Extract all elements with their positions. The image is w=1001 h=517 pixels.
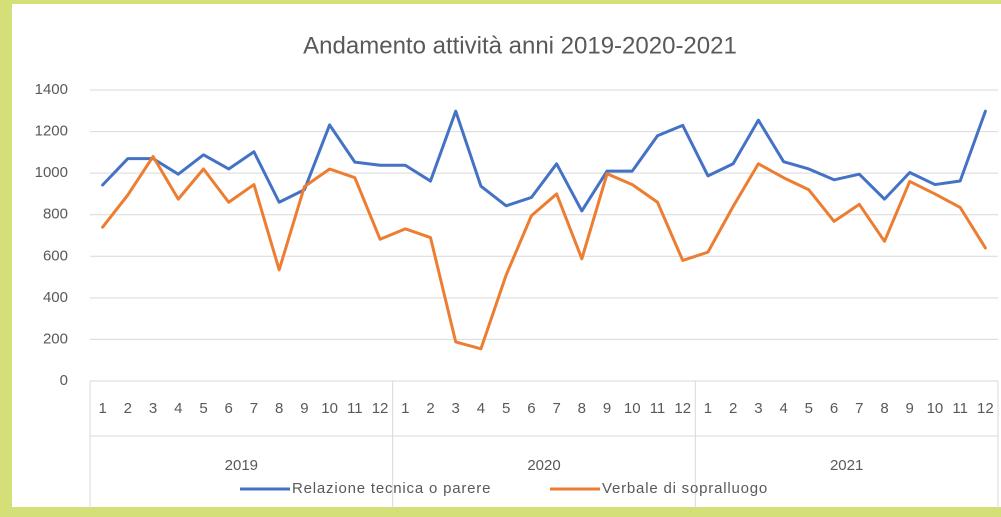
x-tick-label: 12 bbox=[674, 400, 691, 417]
x-tick-label: 9 bbox=[300, 400, 308, 417]
chart-title: Andamento attività anni 2019-2020-2021 bbox=[303, 32, 737, 59]
x-tick-label: 1 bbox=[98, 400, 106, 417]
y-tick-label: 1200 bbox=[35, 123, 68, 140]
x-tick-label: 2 bbox=[124, 400, 132, 417]
x-tick-label: 6 bbox=[830, 400, 838, 417]
x-tick-label: 10 bbox=[321, 400, 338, 417]
legend-label: Verbale di sopralluogo bbox=[602, 480, 768, 497]
group-label: 2021 bbox=[830, 457, 863, 474]
x-tick-label: 2 bbox=[426, 400, 434, 417]
x-tick-label: 7 bbox=[250, 400, 258, 417]
x-tick-label: 8 bbox=[578, 400, 586, 417]
x-tick-label: 4 bbox=[174, 400, 182, 417]
x-tick-label: 7 bbox=[855, 400, 863, 417]
x-tick-label: 2 bbox=[729, 400, 737, 417]
x-tick-label: 7 bbox=[552, 400, 560, 417]
x-tick-label: 10 bbox=[927, 400, 944, 417]
group-label: 2019 bbox=[225, 457, 258, 474]
x-tick-label: 8 bbox=[275, 400, 283, 417]
x-tick-label: 1 bbox=[401, 400, 409, 417]
x-tick-label: 11 bbox=[347, 400, 363, 417]
x-tick-label: 4 bbox=[779, 400, 787, 417]
y-tick-label: 800 bbox=[43, 206, 68, 223]
x-tick-label: 11 bbox=[650, 400, 666, 417]
x-tick-label: 4 bbox=[477, 400, 485, 417]
y-tick-label: 400 bbox=[43, 289, 68, 306]
legend-label: Relazione tecnica o parere bbox=[292, 480, 491, 497]
x-tick-label: 8 bbox=[880, 400, 888, 417]
x-tick-label: 6 bbox=[527, 400, 535, 417]
y-tick-label: 200 bbox=[43, 330, 68, 347]
x-tick-label: 9 bbox=[906, 400, 914, 417]
group-label: 2020 bbox=[527, 457, 560, 474]
x-tick-label: 5 bbox=[502, 400, 510, 417]
chart-area bbox=[12, 4, 1001, 507]
y-tick-label: 0 bbox=[60, 372, 68, 389]
line-series bbox=[101, 109, 987, 213]
line-series bbox=[101, 155, 987, 351]
x-tick-label: 12 bbox=[977, 400, 994, 417]
x-tick-label: 9 bbox=[603, 400, 611, 417]
x-tick-label: 10 bbox=[624, 400, 641, 417]
x-tick-label: 3 bbox=[452, 400, 460, 417]
x-tick-label: 5 bbox=[199, 400, 207, 417]
x-tick-label: 5 bbox=[805, 400, 813, 417]
y-tick-label: 600 bbox=[43, 247, 68, 264]
y-tick-label: 1400 bbox=[35, 81, 68, 98]
x-tick-label: 3 bbox=[754, 400, 762, 417]
x-tick-label: 6 bbox=[225, 400, 233, 417]
x-tick-label: 12 bbox=[372, 400, 389, 417]
x-tick-label: 1 bbox=[704, 400, 712, 417]
x-tick-label: 3 bbox=[149, 400, 157, 417]
y-tick-label: 1000 bbox=[35, 164, 68, 181]
x-tick-label: 11 bbox=[952, 400, 968, 417]
